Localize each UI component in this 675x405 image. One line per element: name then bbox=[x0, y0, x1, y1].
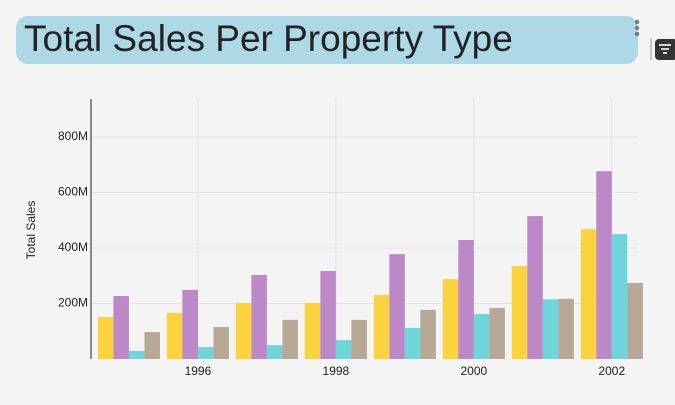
bar bbox=[511, 266, 528, 359]
bar bbox=[611, 234, 628, 359]
bar bbox=[251, 274, 267, 359]
bar bbox=[527, 216, 543, 359]
bar bbox=[351, 319, 367, 359]
bar bbox=[627, 282, 643, 359]
bar bbox=[458, 239, 474, 359]
bar bbox=[489, 307, 505, 359]
bar bbox=[182, 289, 198, 359]
y-tick-label: 400M bbox=[58, 240, 88, 254]
bar bbox=[373, 294, 390, 359]
bar bbox=[442, 279, 459, 359]
menu-icon[interactable] bbox=[634, 19, 640, 37]
bar bbox=[580, 229, 597, 359]
title-panel bbox=[16, 16, 638, 64]
x-tick-label: 1998 bbox=[323, 364, 350, 378]
bar bbox=[213, 327, 229, 359]
bar bbox=[404, 327, 421, 359]
y-tick-label: 800M bbox=[58, 129, 88, 143]
bar bbox=[304, 302, 321, 359]
bar bbox=[320, 271, 336, 359]
bar bbox=[235, 302, 252, 359]
bar bbox=[166, 312, 183, 359]
bar bbox=[420, 309, 436, 359]
bar bbox=[389, 254, 405, 359]
bar bbox=[97, 317, 114, 359]
chart-title: Total Sales Per Property Type bbox=[24, 18, 513, 59]
bar bbox=[542, 299, 559, 359]
bar bbox=[282, 319, 298, 359]
x-tick-label: 2000 bbox=[460, 364, 487, 378]
bar bbox=[596, 171, 612, 359]
x-tick-label: 2002 bbox=[598, 364, 625, 378]
bar bbox=[266, 345, 283, 359]
y-tick-label: 200M bbox=[58, 296, 88, 310]
filter-button[interactable] bbox=[655, 39, 675, 60]
bar bbox=[335, 340, 352, 359]
bar bbox=[197, 347, 214, 359]
y-axis-title: Total Sales bbox=[24, 201, 38, 260]
x-tick-label: 1996 bbox=[185, 364, 212, 378]
y-tick-label: 600M bbox=[58, 185, 88, 199]
bar bbox=[558, 298, 574, 359]
bar bbox=[113, 296, 129, 359]
bar bbox=[144, 332, 160, 359]
bar bbox=[473, 314, 490, 359]
bar bbox=[128, 350, 145, 359]
